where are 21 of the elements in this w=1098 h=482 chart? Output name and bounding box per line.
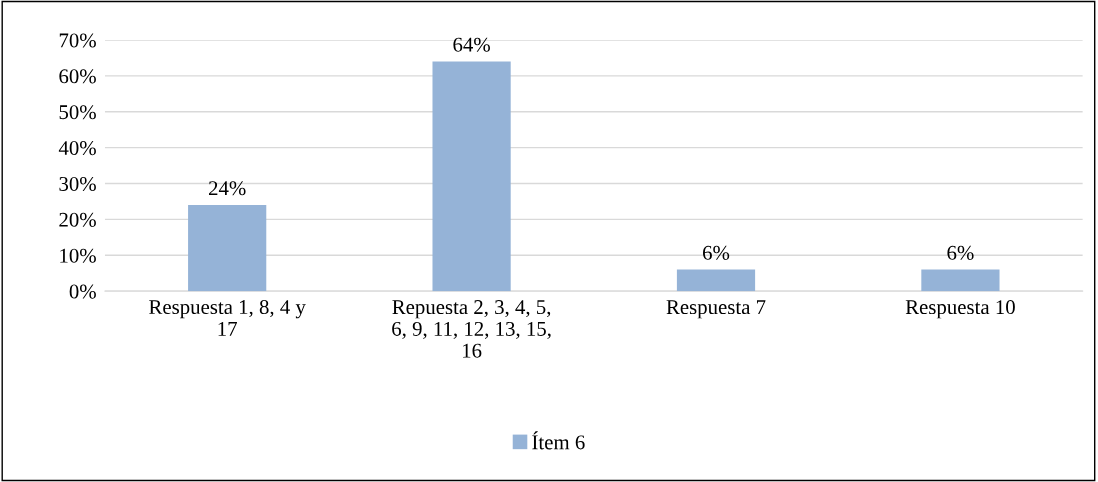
x-tick-label: Respuesta 7 [666, 300, 766, 319]
y-tick-label: 30% [59, 176, 96, 192]
data-label: 24% [209, 181, 246, 196]
y-tick-label: 70% [59, 33, 96, 48]
y-tick-label: 10% [60, 248, 96, 263]
y-tick-label: 40% [58, 141, 96, 156]
legend-label: Ítem 6 [532, 431, 585, 450]
x-tick-label: Repuesta 2, 3, 4, 5, 6, 9, 11, 12, 13, 15, 16 [392, 300, 551, 358]
bar [921, 269, 1000, 292]
y-tick-label: 60% [59, 69, 96, 84]
data-label: 6% [947, 245, 974, 260]
y-tick-label: 20% [59, 212, 96, 227]
x-tick-label: Respuesta 10 [905, 300, 1015, 319]
bar [432, 61, 511, 292]
data-label: 6% [703, 245, 730, 260]
bar [188, 205, 267, 292]
data-label: 64% [453, 37, 490, 52]
bar [676, 269, 756, 292]
y-tick-label: 50% [59, 105, 96, 120]
y-tick-label: 0% [69, 284, 96, 299]
x-tick-label: Respuesta 1, 8, 4 y 17 [149, 300, 306, 336]
